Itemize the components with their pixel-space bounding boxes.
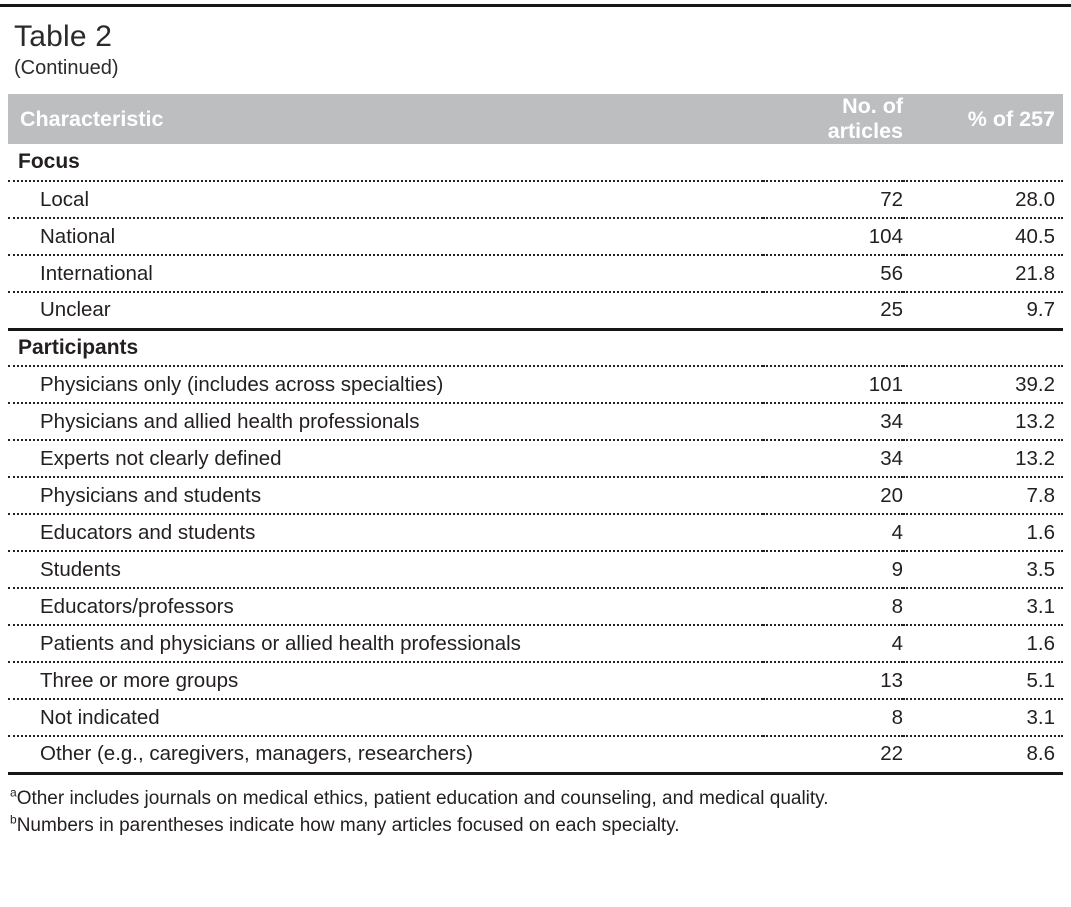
row-articles-count: 34 (763, 440, 903, 478)
section-header-focus: Focus (8, 144, 1063, 182)
row-label: Unclear (8, 292, 763, 331)
row-label: Three or more groups (8, 662, 763, 700)
table-row: Students 9 3.5 (8, 551, 1063, 589)
row-percent: 5.1 (903, 662, 1063, 700)
row-articles-count: 8 (763, 699, 903, 737)
row-percent: 8.6 (903, 736, 1063, 775)
footnote-a-text: Other includes journals on medical ethic… (16, 787, 829, 809)
row-label: Local (8, 181, 763, 219)
row-articles-count: 104 (763, 218, 903, 256)
row-percent: 28.0 (903, 181, 1063, 219)
row-percent: 39.2 (903, 366, 1063, 404)
row-label: Educators and students (8, 514, 763, 552)
row-articles-count: 34 (763, 403, 903, 441)
row-articles-count: 56 (763, 255, 903, 293)
section-label: Focus (8, 144, 1063, 182)
row-label: Other (e.g., caregivers, managers, resea… (8, 736, 763, 775)
section-header-participants: Participants (8, 329, 1063, 367)
table-title: Table 2 (14, 20, 113, 53)
row-articles-count: 72 (763, 181, 903, 219)
row-label: Students (8, 551, 763, 589)
row-articles-count: 4 (763, 514, 903, 552)
data-table: Characteristic No. of articles % of 257 … (8, 94, 1063, 775)
row-label: Physicians and allied health professiona… (8, 403, 763, 441)
header-row: Characteristic No. of articles % of 257 (8, 94, 1063, 144)
table-row: Physicians only (includes across special… (8, 366, 1063, 404)
table-row: Educators/professors 8 3.1 (8, 588, 1063, 626)
table-body: Focus Local 72 28.0 National 104 40.5 In… (8, 144, 1063, 775)
row-label: International (8, 255, 763, 293)
table-row: Experts not clearly defined 34 13.2 (8, 440, 1063, 478)
row-articles-count: 25 (763, 292, 903, 331)
table-header: Characteristic No. of articles % of 257 (8, 94, 1063, 144)
footnote-a-marker: a (10, 785, 17, 800)
column-header-characteristic: Characteristic (8, 94, 763, 144)
row-percent: 7.8 (903, 477, 1063, 515)
row-articles-count: 20 (763, 477, 903, 515)
row-label: Experts not clearly defined (8, 440, 763, 478)
row-articles-count: 13 (763, 662, 903, 700)
footnote-a: aOther includes journals on medical ethi… (10, 785, 1063, 812)
table-title-block: Table 2 (Continued) (14, 20, 1071, 80)
row-label: Physicians and students (8, 477, 763, 515)
table-row: Three or more groups 13 5.1 (8, 662, 1063, 700)
row-percent: 13.2 (903, 403, 1063, 441)
top-rule (0, 4, 1071, 7)
row-articles-count: 101 (763, 366, 903, 404)
table-row: Local 72 28.0 (8, 181, 1063, 219)
row-percent: 3.1 (903, 588, 1063, 626)
table-row: International 56 21.8 (8, 255, 1063, 293)
row-label: Patients and physicians or allied health… (8, 625, 763, 663)
footnote-b-marker: b (10, 812, 17, 827)
row-articles-count: 22 (763, 736, 903, 775)
row-articles-count: 9 (763, 551, 903, 589)
table-row: Educators and students 4 1.6 (8, 514, 1063, 552)
row-percent: 3.5 (903, 551, 1063, 589)
row-label: Educators/professors (8, 588, 763, 626)
row-label: Not indicated (8, 699, 763, 737)
table-row: Not indicated 8 3.1 (8, 699, 1063, 737)
section-label: Participants (8, 329, 1063, 367)
table-subtitle: (Continued) (14, 57, 119, 79)
row-percent: 40.5 (903, 218, 1063, 256)
table-row: Other (e.g., caregivers, managers, resea… (8, 736, 1063, 775)
column-header-percent-of-257: % of 257 (903, 94, 1063, 144)
paper-page: Table 2 (Continued) Characteristic No. o… (0, 4, 1071, 907)
row-label: Physicians only (includes across special… (8, 366, 763, 404)
row-percent: 3.1 (903, 699, 1063, 737)
row-articles-count: 8 (763, 588, 903, 626)
row-percent: 9.7 (903, 292, 1063, 331)
column-header-no-of-articles: No. of articles (763, 94, 903, 144)
row-percent: 1.6 (903, 514, 1063, 552)
row-percent: 13.2 (903, 440, 1063, 478)
table-footnotes: aOther includes journals on medical ethi… (10, 785, 1063, 839)
table-row: Patients and physicians or allied health… (8, 625, 1063, 663)
row-label: National (8, 218, 763, 256)
row-articles-count: 4 (763, 625, 903, 663)
row-percent: 21.8 (903, 255, 1063, 293)
table-row: Physicians and allied health professiona… (8, 403, 1063, 441)
footnote-b: bNumbers in parentheses indicate how man… (10, 812, 1063, 839)
footnote-b-text: Numbers in parentheses indicate how many… (16, 814, 680, 836)
table-row: National 104 40.5 (8, 218, 1063, 256)
row-percent: 1.6 (903, 625, 1063, 663)
table-row: Unclear 25 9.7 (8, 292, 1063, 331)
table-row: Physicians and students 20 7.8 (8, 477, 1063, 515)
